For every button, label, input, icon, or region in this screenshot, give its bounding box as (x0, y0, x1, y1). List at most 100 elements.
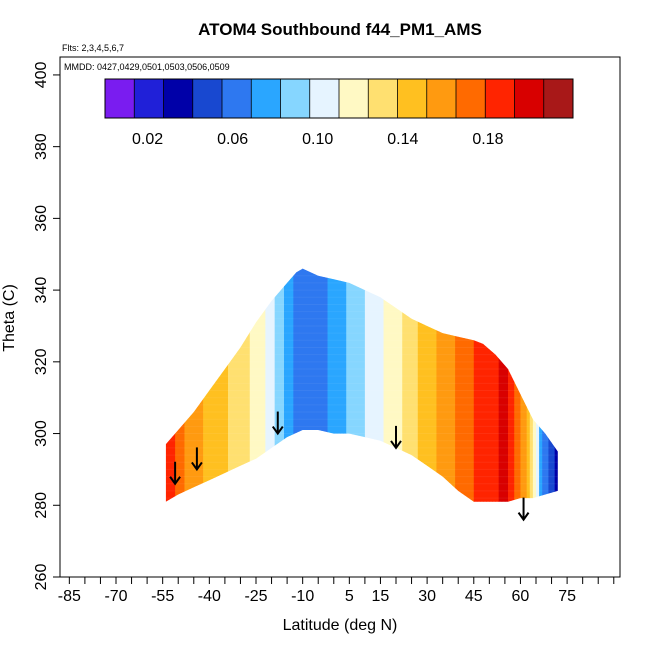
colorbar-step (485, 79, 515, 118)
field-cell (243, 268, 248, 502)
field-cell (318, 268, 322, 502)
field-cell (523, 268, 528, 502)
arrow-head (390, 440, 402, 450)
field-cell (218, 268, 223, 502)
field-cell (542, 268, 546, 502)
x-tick-label: -40 (198, 588, 221, 605)
field-cell (336, 268, 341, 502)
y-tick-label: 340 (33, 277, 50, 304)
colorbar-step (222, 79, 252, 118)
field-cell (349, 268, 353, 502)
colorbar-step (134, 79, 164, 118)
field-cell (315, 268, 319, 502)
plot-frame (59, 56, 621, 578)
field-cell (411, 268, 416, 502)
field-cell (495, 268, 500, 502)
field-cell (399, 268, 403, 502)
x-tick-label: 45 (465, 588, 483, 605)
colorbar-tick-label: 0.02 (132, 131, 163, 148)
field-cell (343, 268, 347, 502)
field-cell (529, 268, 534, 502)
colorbar-step (251, 79, 281, 118)
field-cell (424, 268, 428, 502)
colorbar-step (163, 79, 194, 118)
field-cell (324, 268, 328, 502)
field-cell (383, 268, 388, 502)
field-cell (389, 268, 394, 502)
field-cell (308, 268, 313, 502)
field-cell (473, 268, 478, 502)
y-tick-label: 300 (33, 420, 50, 447)
field-cell (231, 268, 235, 502)
field-cell (452, 268, 456, 502)
colorbar-tick-label: 0.10 (302, 131, 333, 148)
data-field (165, 268, 558, 502)
field-cell (265, 268, 269, 502)
y-tick-label: 260 (33, 564, 50, 591)
x-tick-label: 30 (418, 588, 436, 605)
colorbar-step (397, 79, 428, 118)
field-cell (181, 268, 185, 502)
field-cell (249, 268, 254, 502)
field-cell (259, 268, 263, 502)
field-cell (436, 268, 440, 502)
arrow-head (169, 476, 181, 486)
x-tick-label: 60 (512, 588, 530, 605)
colorbar-step (192, 79, 223, 118)
flights-label: Flts: 2,3,4,5,6,7 (62, 43, 124, 53)
colorbar-step (514, 79, 545, 118)
field-cell (489, 268, 493, 502)
field-cell (268, 268, 272, 502)
y-tick-label: 380 (33, 133, 50, 160)
arrow-head (191, 461, 203, 472)
field-cell (371, 268, 375, 502)
field-cell (246, 268, 251, 502)
field-cell (455, 268, 459, 502)
field-cell (190, 268, 195, 502)
field-cell (536, 268, 540, 502)
field-cell (206, 268, 210, 502)
colorbar: 0.02 0.06 0.10 0.14 0.18 (104, 78, 574, 148)
y-tick-label: 360 (33, 205, 50, 232)
field-cell (545, 268, 549, 502)
field-cell (333, 268, 338, 502)
field-cell (321, 268, 325, 502)
colorbar-step (280, 79, 311, 118)
field-cell (312, 268, 316, 502)
field-cell (200, 268, 204, 502)
field-cell (352, 268, 356, 502)
field-cell (221, 268, 226, 502)
field-cell (458, 268, 462, 502)
dates-label: MMDD: 0427,0429,0501,0503,0506,0509 (64, 62, 230, 72)
colorbar-tick-label: 0.14 (387, 131, 418, 148)
field-cell (402, 268, 406, 502)
field-cell (526, 268, 531, 502)
field-cell (296, 268, 300, 502)
field-cell (368, 268, 372, 502)
field-cell (280, 268, 285, 502)
field-cell (358, 268, 363, 502)
field-cell (386, 268, 391, 502)
field-cell (290, 268, 294, 502)
field-cell (224, 268, 229, 502)
field-cell (554, 268, 558, 502)
field-cell (392, 268, 397, 502)
field-cell (271, 268, 276, 502)
field-cell (237, 268, 241, 502)
field-cell (262, 268, 266, 502)
field-cells (165, 268, 558, 502)
field-cell (514, 268, 518, 502)
field-cell (196, 268, 201, 502)
field-cell (539, 268, 543, 502)
field-cell (517, 268, 521, 502)
field-cell (193, 268, 198, 502)
field-cell (209, 268, 213, 502)
field-cell (293, 268, 297, 502)
x-tick-label: 75 (558, 588, 576, 605)
field-cell (414, 268, 419, 502)
field-cell (442, 268, 447, 502)
field-cell (361, 268, 366, 502)
x-axis-label: Latitude (deg N) (283, 617, 398, 634)
y-axis-label: Theta (C) (1, 284, 18, 352)
